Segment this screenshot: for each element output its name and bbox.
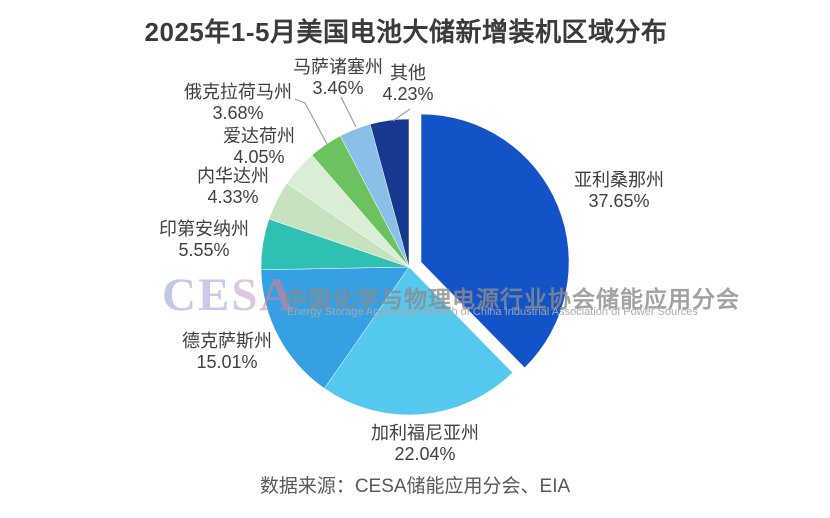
slice-label-percent: 5.55% — [178, 240, 230, 260]
slice-label-percent: 3.68% — [212, 103, 264, 123]
pie-slice-texas — [260, 266, 410, 389]
slice-label-indiana: 印第安纳州 5.55% — [159, 219, 249, 261]
slice-label-name: 内华达州 — [197, 166, 269, 186]
slice-label-percent: 22.04% — [394, 444, 456, 464]
leader-line-oklahoma — [294, 98, 328, 145]
slice-label-percent: 15.01% — [196, 352, 258, 372]
slice-label-percent: 37.65% — [588, 191, 650, 211]
leader-line-massachusetts — [340, 96, 357, 128]
slice-label-texas: 德克萨斯州 15.01% — [182, 331, 272, 373]
slice-label-other: 其他 4.23% — [382, 63, 433, 105]
slice-label-percent: 3.46% — [312, 78, 364, 98]
slice-label-name: 爱达荷州 — [223, 126, 295, 146]
slice-label-percent: 4.05% — [233, 147, 285, 167]
slice-label-nevada: 内华达州 4.33% — [197, 166, 269, 208]
data-source-note: 数据来源：CESA储能应用分会、EIA — [259, 476, 571, 497]
slice-label-name: 德克萨斯州 — [182, 331, 272, 351]
slice-label-oklahoma: 俄克拉荷马州 3.68% — [184, 82, 292, 124]
leader-line-other — [392, 108, 411, 122]
slice-label-name: 其他 — [389, 63, 426, 83]
slice-label-name: 亚利桑那州 — [574, 170, 664, 190]
pie-slice-other — [369, 118, 410, 268]
slice-label-name: 马萨诸塞州 — [293, 57, 383, 77]
slice-label-name: 加利福尼亚州 — [371, 423, 479, 443]
pie-slice-arizona — [420, 113, 570, 369]
slice-label-idaho: 爱达荷州 4.05% — [223, 126, 295, 168]
slice-label-california: 加利福尼亚州 22.04% — [371, 423, 479, 465]
slice-label-percent: 4.23% — [382, 84, 434, 104]
slice-label-massachusetts: 马萨诸塞州 3.46% — [293, 57, 383, 99]
pie-slice-california — [324, 266, 514, 416]
slice-label-name: 印第安纳州 — [159, 219, 249, 239]
chart-title: 2025年1-5月美国电池大储新增装机区域分布 — [144, 17, 668, 47]
slice-label-percent: 4.33% — [207, 187, 259, 207]
slice-label-arizona: 亚利桑那州 37.65% — [574, 170, 664, 212]
slice-label-name: 俄克拉荷马州 — [184, 82, 292, 102]
